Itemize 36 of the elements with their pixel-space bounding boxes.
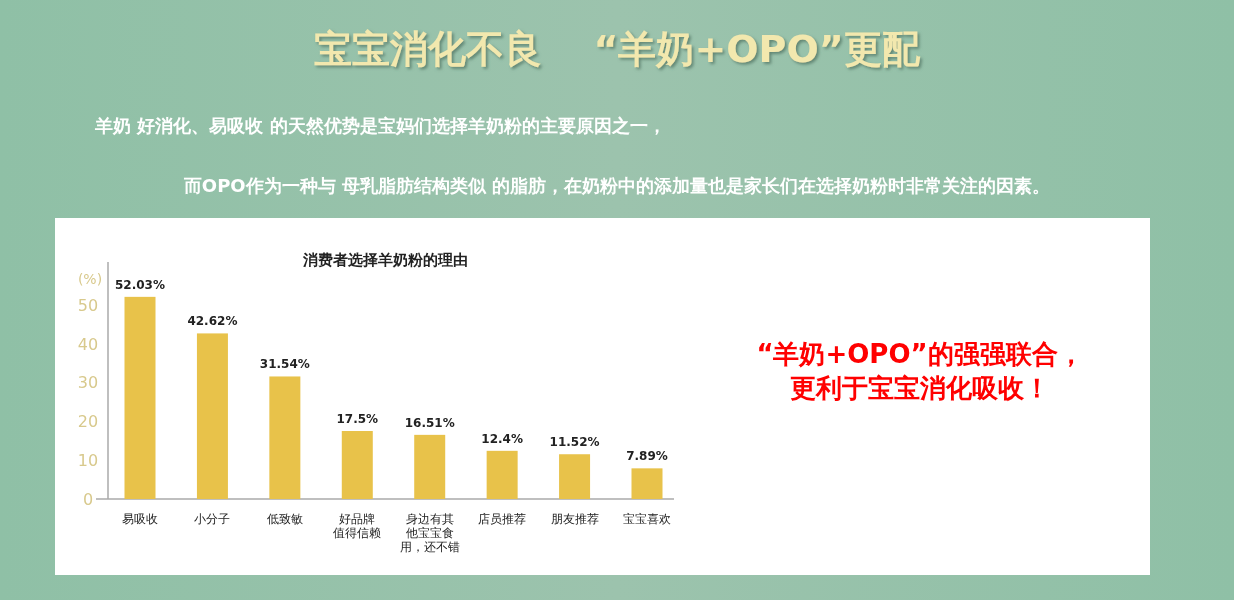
text: 宝宝消化不良 “羊奶+OPO”更配 (314, 27, 921, 71)
data-label: 42.62% (187, 314, 238, 329)
data-label: 16.51% (404, 415, 455, 430)
bar (631, 468, 663, 499)
chart-title: 消费者选择羊奶粉的理由 (301, 251, 468, 269)
data-label: 31.54% (259, 357, 310, 372)
x-tick-label: 店员推荐 (478, 512, 527, 526)
bar (414, 434, 446, 499)
y-tick-label: 40 (77, 334, 99, 354)
text: 羊奶 好消化、易吸收 的天然优势是宝妈们选择羊奶粉的主要原因之一， (94, 115, 666, 136)
bar (486, 450, 518, 499)
bar (559, 454, 591, 499)
bar (196, 333, 228, 499)
y-tick-label: 30 (77, 373, 99, 393)
x-tick-label: 好品牌值得信赖 (333, 512, 382, 540)
text: “羊奶+OPO”的强强联合，更利于宝宝消化吸收！ (756, 339, 1084, 403)
x-tick-label: 易吸收 (122, 512, 158, 526)
bar (124, 296, 156, 499)
data-label: 17.5% (336, 412, 379, 427)
x-tick-label: 身边有其他宝宝食用，还不错 (399, 512, 460, 554)
bar (269, 376, 301, 499)
y-axis-title: (%) (77, 271, 103, 287)
x-tick-label: 小分子 (194, 512, 231, 526)
bar (341, 431, 373, 499)
y-tick-label: 20 (77, 412, 99, 432)
x-tick-label: 宝宝喜欢 (623, 512, 671, 526)
data-label: 11.52% (549, 435, 600, 450)
data-label: 7.89% (626, 449, 668, 464)
x-tick-label: 低致敏 (266, 512, 303, 526)
y-tick-label: 10 (77, 451, 99, 471)
y-tick-label: 0 (82, 490, 94, 509)
data-label: 12.4% (481, 431, 523, 446)
x-tick-label: 朋友推荐 (550, 512, 599, 526)
text: 而OPO作为一种与 母乳脂肪结构类似 的脂肪，在奶粉中的添加量也是家长们在选择奶粉时非常关注的因素。 (182, 175, 1051, 196)
y-tick-label: 50 (77, 295, 99, 315)
data-label: 52.03% (115, 277, 165, 292)
